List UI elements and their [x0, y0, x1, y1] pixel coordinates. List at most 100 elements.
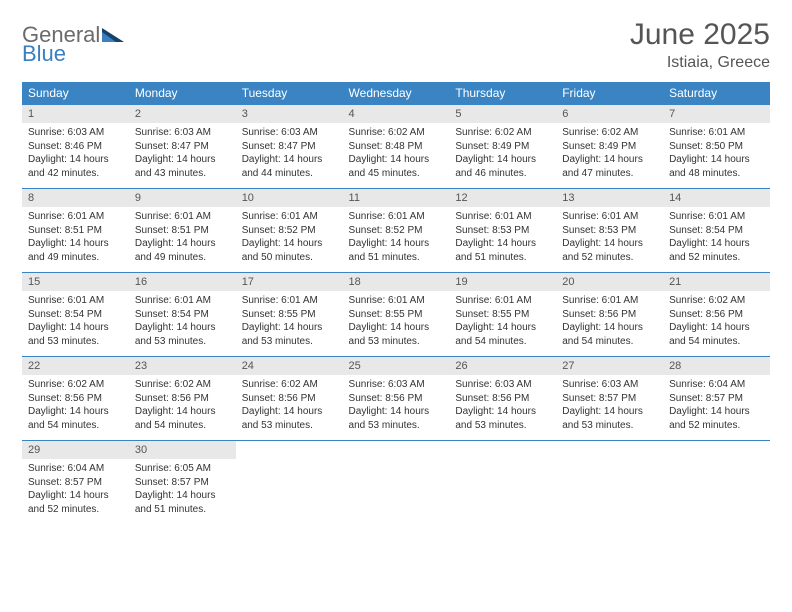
dow-friday: Friday	[556, 82, 663, 105]
calendar-row: 1Sunrise: 6:03 AMSunset: 8:46 PMDaylight…	[22, 105, 770, 189]
sunset-text: Sunset: 8:56 PM	[28, 392, 123, 406]
sunrise-text: Sunrise: 6:01 AM	[135, 294, 230, 308]
daylight-text2: and 52 minutes.	[562, 251, 657, 265]
day-number: 19	[449, 273, 556, 291]
day-number: 20	[556, 273, 663, 291]
day-body: Sunrise: 6:01 AMSunset: 8:56 PMDaylight:…	[556, 291, 663, 356]
day-number: 23	[129, 357, 236, 375]
day-body: Sunrise: 6:03 AMSunset: 8:47 PMDaylight:…	[236, 123, 343, 188]
dow-thursday: Thursday	[449, 82, 556, 105]
sunrise-text: Sunrise: 6:01 AM	[28, 294, 123, 308]
calendar-cell: 24Sunrise: 6:02 AMSunset: 8:56 PMDayligh…	[236, 357, 343, 441]
sunrise-text: Sunrise: 6:01 AM	[135, 210, 230, 224]
calendar-cell: 20Sunrise: 6:01 AMSunset: 8:56 PMDayligh…	[556, 273, 663, 357]
sunset-text: Sunset: 8:49 PM	[455, 140, 550, 154]
day-number: 1	[22, 105, 129, 123]
sunrise-text: Sunrise: 6:02 AM	[669, 294, 764, 308]
calendar-cell	[236, 441, 343, 525]
calendar-row: 8Sunrise: 6:01 AMSunset: 8:51 PMDaylight…	[22, 189, 770, 273]
day-body: Sunrise: 6:03 AMSunset: 8:46 PMDaylight:…	[22, 123, 129, 188]
calendar-row: 15Sunrise: 6:01 AMSunset: 8:54 PMDayligh…	[22, 273, 770, 357]
day-number: 16	[129, 273, 236, 291]
day-number: 26	[449, 357, 556, 375]
dow-tuesday: Tuesday	[236, 82, 343, 105]
sunset-text: Sunset: 8:51 PM	[28, 224, 123, 238]
calendar-cell: 27Sunrise: 6:03 AMSunset: 8:57 PMDayligh…	[556, 357, 663, 441]
daylight-text2: and 50 minutes.	[242, 251, 337, 265]
daylight-text: Daylight: 14 hours	[455, 153, 550, 167]
sunset-text: Sunset: 8:56 PM	[242, 392, 337, 406]
day-number: 3	[236, 105, 343, 123]
calendar-cell	[556, 441, 663, 525]
day-number: 2	[129, 105, 236, 123]
calendar-cell: 7Sunrise: 6:01 AMSunset: 8:50 PMDaylight…	[663, 105, 770, 189]
calendar-cell: 5Sunrise: 6:02 AMSunset: 8:49 PMDaylight…	[449, 105, 556, 189]
sunset-text: Sunset: 8:57 PM	[562, 392, 657, 406]
day-number: 29	[22, 441, 129, 459]
calendar-cell: 23Sunrise: 6:02 AMSunset: 8:56 PMDayligh…	[129, 357, 236, 441]
daylight-text: Daylight: 14 hours	[135, 405, 230, 419]
daylight-text: Daylight: 14 hours	[562, 237, 657, 251]
sunset-text: Sunset: 8:50 PM	[669, 140, 764, 154]
daylight-text: Daylight: 14 hours	[242, 321, 337, 335]
day-number: 30	[129, 441, 236, 459]
day-number: 10	[236, 189, 343, 207]
month-title: June 2025	[630, 18, 770, 52]
sunrise-text: Sunrise: 6:03 AM	[135, 126, 230, 140]
sunset-text: Sunset: 8:48 PM	[349, 140, 444, 154]
day-body: Sunrise: 6:01 AMSunset: 8:54 PMDaylight:…	[22, 291, 129, 356]
day-body: Sunrise: 6:01 AMSunset: 8:54 PMDaylight:…	[663, 207, 770, 272]
day-number: 4	[343, 105, 450, 123]
day-number: 24	[236, 357, 343, 375]
daylight-text2: and 49 minutes.	[135, 251, 230, 265]
sunrise-text: Sunrise: 6:04 AM	[28, 462, 123, 476]
daylight-text: Daylight: 14 hours	[349, 405, 444, 419]
calendar-cell: 26Sunrise: 6:03 AMSunset: 8:56 PMDayligh…	[449, 357, 556, 441]
dow-monday: Monday	[129, 82, 236, 105]
daylight-text: Daylight: 14 hours	[349, 153, 444, 167]
sunrise-text: Sunrise: 6:01 AM	[242, 294, 337, 308]
calendar-cell: 3Sunrise: 6:03 AMSunset: 8:47 PMDaylight…	[236, 105, 343, 189]
sunrise-text: Sunrise: 6:01 AM	[455, 210, 550, 224]
day-body: Sunrise: 6:01 AMSunset: 8:53 PMDaylight:…	[449, 207, 556, 272]
sunrise-text: Sunrise: 6:01 AM	[349, 294, 444, 308]
calendar-cell: 2Sunrise: 6:03 AMSunset: 8:47 PMDaylight…	[129, 105, 236, 189]
day-number: 27	[556, 357, 663, 375]
daylight-text2: and 43 minutes.	[135, 167, 230, 181]
daylight-text2: and 51 minutes.	[135, 503, 230, 517]
daylight-text: Daylight: 14 hours	[242, 405, 337, 419]
day-body: Sunrise: 6:03 AMSunset: 8:57 PMDaylight:…	[556, 375, 663, 440]
calendar-row: 22Sunrise: 6:02 AMSunset: 8:56 PMDayligh…	[22, 357, 770, 441]
daylight-text2: and 49 minutes.	[28, 251, 123, 265]
dow-wednesday: Wednesday	[343, 82, 450, 105]
calendar-cell: 15Sunrise: 6:01 AMSunset: 8:54 PMDayligh…	[22, 273, 129, 357]
sunrise-text: Sunrise: 6:01 AM	[562, 294, 657, 308]
calendar-cell	[663, 441, 770, 525]
calendar-cell: 19Sunrise: 6:01 AMSunset: 8:55 PMDayligh…	[449, 273, 556, 357]
daylight-text: Daylight: 14 hours	[349, 237, 444, 251]
day-body: Sunrise: 6:02 AMSunset: 8:56 PMDaylight:…	[663, 291, 770, 356]
sunset-text: Sunset: 8:53 PM	[455, 224, 550, 238]
day-number: 13	[556, 189, 663, 207]
sunrise-text: Sunrise: 6:03 AM	[242, 126, 337, 140]
daylight-text: Daylight: 14 hours	[28, 237, 123, 251]
day-body: Sunrise: 6:02 AMSunset: 8:49 PMDaylight:…	[449, 123, 556, 188]
calendar-cell: 12Sunrise: 6:01 AMSunset: 8:53 PMDayligh…	[449, 189, 556, 273]
daylight-text: Daylight: 14 hours	[135, 153, 230, 167]
calendar-cell: 25Sunrise: 6:03 AMSunset: 8:56 PMDayligh…	[343, 357, 450, 441]
sunrise-text: Sunrise: 6:01 AM	[669, 126, 764, 140]
day-body: Sunrise: 6:02 AMSunset: 8:56 PMDaylight:…	[129, 375, 236, 440]
daylight-text2: and 44 minutes.	[242, 167, 337, 181]
daylight-text2: and 54 minutes.	[135, 419, 230, 433]
day-number: 17	[236, 273, 343, 291]
daylight-text2: and 45 minutes.	[349, 167, 444, 181]
day-body: Sunrise: 6:01 AMSunset: 8:51 PMDaylight:…	[129, 207, 236, 272]
sunset-text: Sunset: 8:46 PM	[28, 140, 123, 154]
daylight-text: Daylight: 14 hours	[562, 321, 657, 335]
daylight-text2: and 54 minutes.	[455, 335, 550, 349]
sunset-text: Sunset: 8:54 PM	[669, 224, 764, 238]
sunset-text: Sunset: 8:56 PM	[135, 392, 230, 406]
day-body: Sunrise: 6:01 AMSunset: 8:50 PMDaylight:…	[663, 123, 770, 188]
calendar-cell: 13Sunrise: 6:01 AMSunset: 8:53 PMDayligh…	[556, 189, 663, 273]
sunrise-text: Sunrise: 6:04 AM	[669, 378, 764, 392]
